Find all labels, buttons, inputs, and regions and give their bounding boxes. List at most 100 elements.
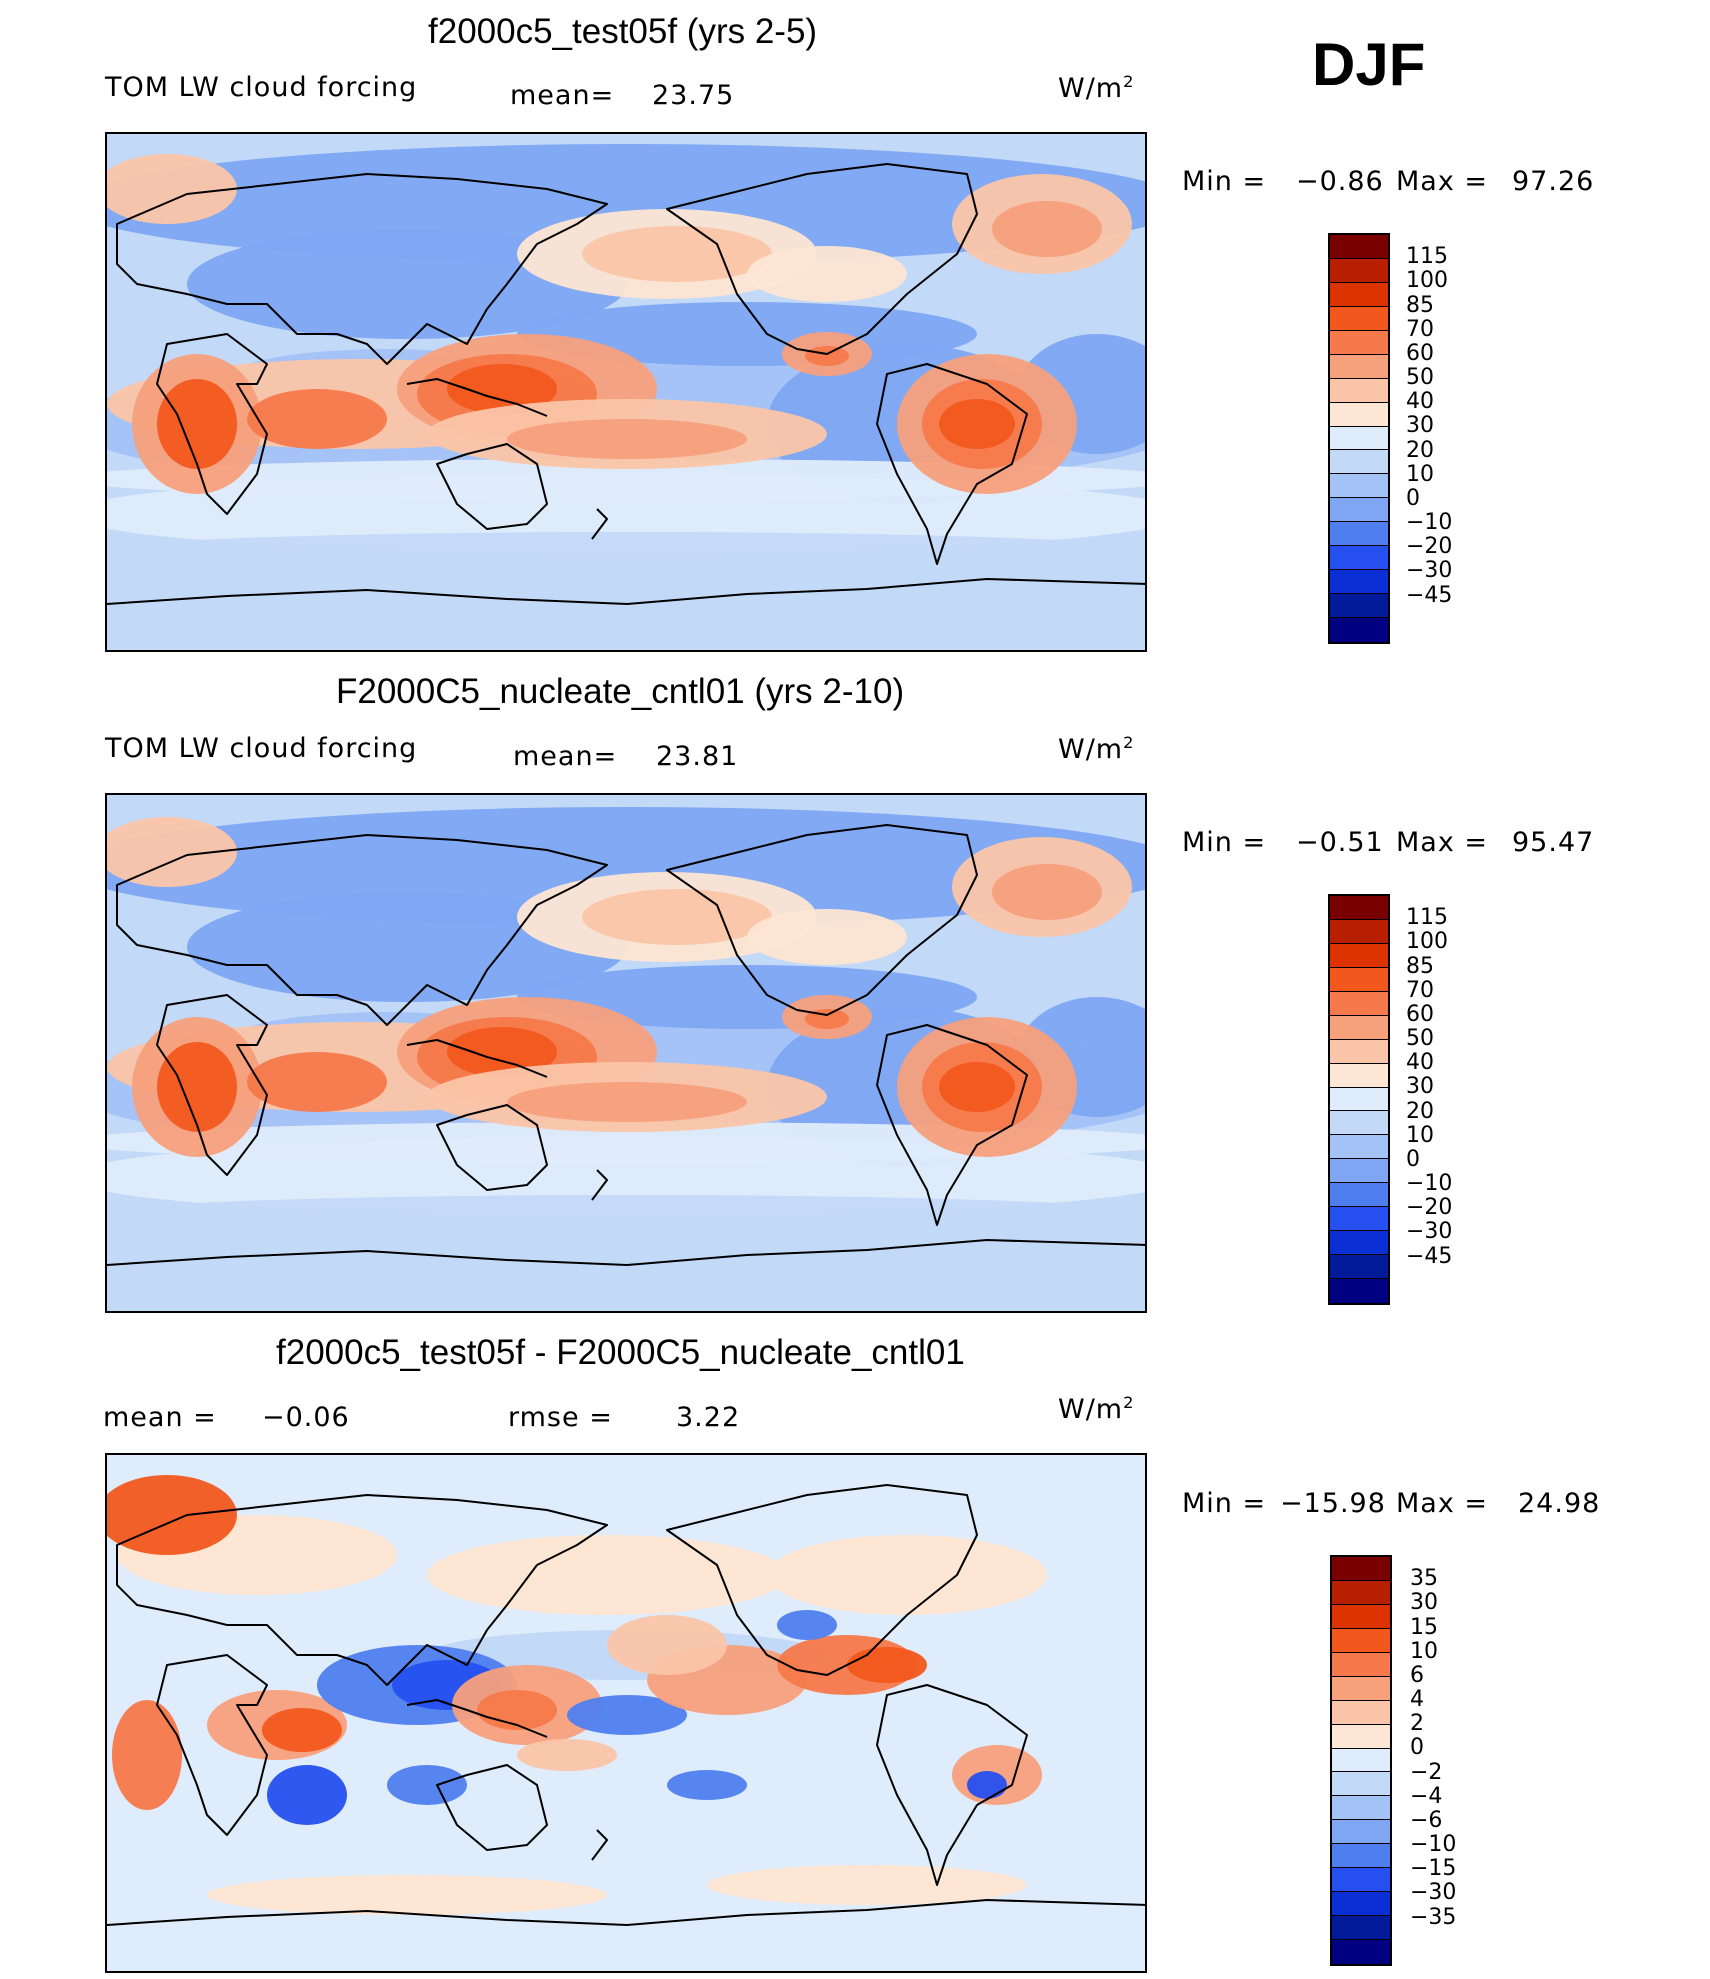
colorbar-segment: [1332, 1557, 1390, 1581]
coastline: [876, 1024, 1028, 1226]
panel2-mean-label: mean=: [513, 741, 618, 772]
colorbar-segment: [1332, 1868, 1390, 1893]
panel1-min-value: −0.86: [1296, 166, 1384, 197]
contour-region: [939, 399, 1015, 449]
colorbar-tick-label: 0: [1406, 485, 1420, 511]
colorbar-tick-label: −6: [1410, 1807, 1443, 1833]
contour-region: [107, 532, 1145, 576]
panel2-units: W/m2: [1058, 733, 1135, 765]
panel1-min-label: Min =: [1182, 166, 1267, 197]
contour-region: [262, 1708, 342, 1752]
contour-region: [939, 1062, 1015, 1112]
coastline: [876, 363, 1028, 565]
colorbar-tick-label: 40: [1406, 389, 1434, 415]
contour-region: [187, 229, 627, 339]
contour-region: [247, 389, 387, 449]
coastline: [591, 1829, 608, 1861]
colorbar-segment: [1330, 474, 1388, 499]
contour-region: [582, 226, 772, 282]
contour-region: [157, 379, 237, 469]
colorbar-segment: [1330, 1159, 1388, 1184]
panel3-mean-label: mean =: [103, 1402, 217, 1433]
colorbar-segment: [1330, 282, 1388, 307]
colorbar-tick-label: 85: [1406, 953, 1434, 979]
colorbar-tick-label: 30: [1406, 1074, 1434, 1100]
colorbar-segment: [1330, 1207, 1388, 1232]
colorbar-tick-label: 0: [1410, 1735, 1424, 1761]
contour-region: [992, 201, 1102, 257]
colorbar-segment: [1332, 1628, 1390, 1653]
colorbar-tick-label: −45: [1406, 1243, 1453, 1269]
panel3-title: f2000c5_test05f - F2000C5_nucleate_cntl0…: [276, 1333, 965, 1372]
colorbar-segment: [1332, 1820, 1390, 1845]
contour-region: [107, 1195, 1145, 1239]
colorbar-tick-label: 0: [1406, 1146, 1420, 1172]
colorbar-tick-label: −45: [1406, 582, 1453, 608]
colorbar-segment: [1330, 235, 1388, 259]
colorbar-tick-label: 35: [1410, 1566, 1438, 1592]
colorbar-tick-label: −20: [1406, 534, 1453, 560]
colorbar-tick-label: −35: [1410, 1904, 1457, 1930]
contour-region: [107, 154, 237, 224]
panel3-mean-value: −0.06: [262, 1402, 350, 1433]
contour-region: [507, 419, 747, 459]
colorbar-segment: [1332, 1796, 1390, 1821]
colorbar-segment: [1330, 450, 1388, 475]
colorbar-tick-label: 60: [1406, 1001, 1434, 1027]
colorbar-tick-label: −30: [1406, 1219, 1453, 1245]
contour-region: [187, 892, 627, 1002]
colorbar-segment: [1330, 1111, 1388, 1136]
contour-region: [107, 1122, 1145, 1162]
colorbar-segment: [1330, 1039, 1388, 1064]
coastline: [666, 824, 978, 1016]
colorbar-tick-label: −20: [1406, 1195, 1453, 1221]
contour-region: [507, 1082, 747, 1122]
colorbar-segment: [1332, 1916, 1390, 1940]
coastline: [116, 1494, 608, 1686]
colorbar-tick-label: 30: [1406, 413, 1434, 439]
colorbar-segment: [1330, 306, 1388, 331]
coastline: [406, 378, 548, 417]
contour-region: [747, 246, 907, 302]
colorbar-tick-label: 20: [1406, 437, 1434, 463]
colorbar-segment: [1330, 570, 1388, 595]
colorbar-segment: [1330, 943, 1388, 968]
panel3-max-value: 24.98: [1518, 1488, 1601, 1519]
coastline: [591, 508, 608, 540]
colorbar-tick-label: 70: [1406, 316, 1434, 342]
colorbar-tick-label: 30: [1410, 1590, 1438, 1616]
coastline: [156, 994, 268, 1176]
colorbar-tick-label: 70: [1406, 977, 1434, 1003]
panel3-min-value: −15.98: [1280, 1488, 1386, 1519]
coastline: [107, 578, 1145, 605]
panel2-min-label: Min =: [1182, 827, 1267, 858]
coastline: [436, 443, 548, 530]
colorbar-tick-label: 20: [1406, 1098, 1434, 1124]
season-label: DJF: [1312, 31, 1426, 98]
coastline: [156, 1654, 268, 1836]
contour-region: [207, 1875, 607, 1915]
colorbar-tick-label: 115: [1406, 905, 1448, 931]
contour-region: [267, 1765, 347, 1825]
colorbar-segment: [1330, 1063, 1388, 1088]
colorbar-tick-label: 100: [1406, 929, 1448, 955]
panel2-min-value: −0.51: [1296, 827, 1384, 858]
panel2-max-label: Max =: [1396, 827, 1489, 858]
colorbar-tick-label: −2: [1410, 1759, 1443, 1785]
panel1-max-label: Max =: [1396, 166, 1489, 197]
colorbar-segment: [1330, 896, 1388, 920]
panel3-rmse-label: rmse =: [508, 1402, 613, 1433]
coastline: [116, 834, 608, 1026]
contour-region: [767, 1535, 1047, 1615]
contour-region: [567, 1695, 687, 1735]
panel3-min-label: Min =: [1182, 1488, 1267, 1519]
colorbar-segment: [1330, 1015, 1388, 1040]
panel2-map: [105, 793, 1147, 1313]
colorbar-tick-label: 40: [1406, 1050, 1434, 1076]
colorbar-tick-label: 6: [1410, 1662, 1424, 1688]
colorbar-tick-label: 60: [1406, 340, 1434, 366]
colorbar-segment: [1330, 426, 1388, 451]
coastline: [436, 1764, 548, 1851]
coastline: [436, 1104, 548, 1191]
contour-region: [247, 1052, 387, 1112]
